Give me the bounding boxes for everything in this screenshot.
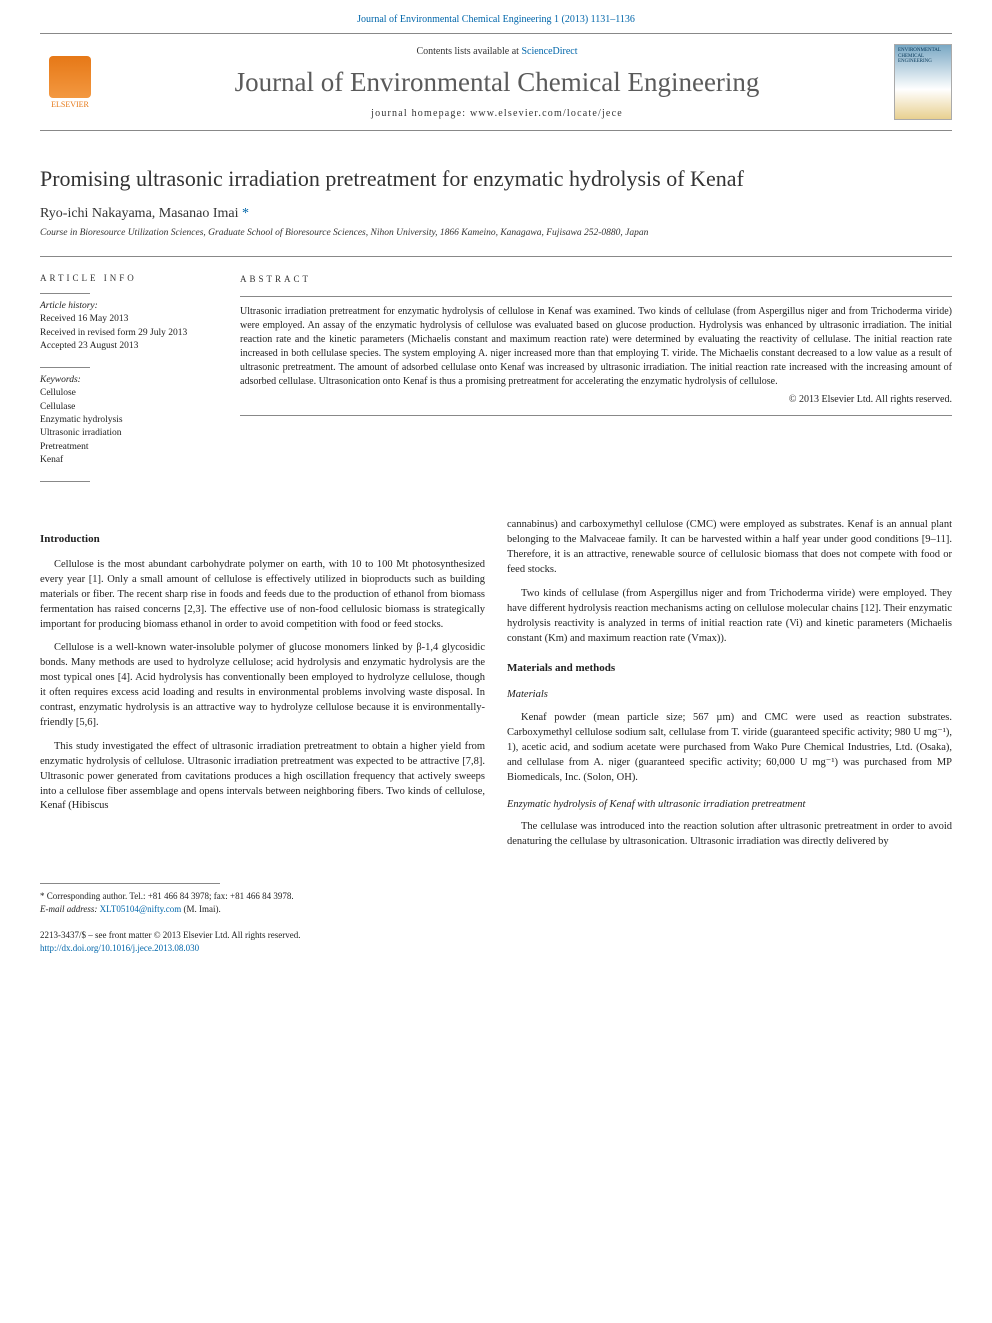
- keyword: Pretreatment: [40, 441, 222, 454]
- revised-date: Received in revised form 29 July 2013: [40, 328, 187, 338]
- body-paragraph: Cellulose is the most abundant carbohydr…: [40, 558, 485, 633]
- divider: [40, 481, 90, 482]
- materials-methods-heading: Materials and methods: [507, 661, 952, 677]
- bottom-matter: 2213-3437/$ – see front matter © 2013 El…: [40, 929, 952, 954]
- abstract-copyright: © 2013 Elsevier Ltd. All rights reserved…: [240, 393, 952, 407]
- intro-heading: Introduction: [40, 532, 485, 548]
- doi-link[interactable]: http://dx.doi.org/10.1016/j.jece.2013.08…: [40, 943, 199, 953]
- body-paragraph: The cellulase was introduced into the re…: [507, 820, 952, 850]
- corr-author-line: * Corresponding author. Tel.: +81 466 84…: [40, 891, 294, 901]
- keyword: Ultrasonic irradiation: [40, 427, 222, 440]
- authors: Ryo-ichi Nakayama, Masanao Imai *: [40, 206, 952, 222]
- homepage-prefix: journal homepage:: [371, 108, 470, 119]
- right-column: cannabinus) and carboxymethyl cellulose …: [507, 518, 952, 859]
- author-names: Ryo-ichi Nakayama, Masanao Imai: [40, 206, 238, 221]
- corr-email-link[interactable]: XLT05104@nifty.com: [100, 904, 182, 914]
- body-paragraph: Two kinds of cellulase (from Aspergillus…: [507, 587, 952, 647]
- elsevier-label: ELSEVIER: [51, 100, 89, 109]
- journal-homepage-line: journal homepage: www.elsevier.com/locat…: [100, 108, 894, 119]
- article-history: Article history: Received 16 May 2013 Re…: [40, 300, 222, 353]
- body-paragraph: cannabinus) and carboxymethyl cellulose …: [507, 518, 952, 578]
- email-label: E-mail address:: [40, 904, 97, 914]
- keyword: Enzymatic hydrolysis: [40, 414, 222, 427]
- left-column: Introduction Cellulose is the most abund…: [40, 518, 485, 859]
- contents-available-line: Contents lists available at ScienceDirec…: [100, 46, 894, 57]
- issn-copyright-line: 2213-3437/$ – see front matter © 2013 El…: [40, 930, 301, 940]
- info-abstract-row: ARTICLE INFO Article history: Received 1…: [40, 256, 952, 488]
- history-label: Article history:: [40, 301, 98, 311]
- keyword: Cellulose: [40, 387, 222, 400]
- keyword: Kenaf: [40, 454, 222, 467]
- homepage-url[interactable]: www.elsevier.com/locate/jece: [470, 108, 623, 119]
- sciencedirect-link[interactable]: ScienceDirect: [521, 46, 577, 57]
- divider: [240, 296, 952, 297]
- body-columns: Introduction Cellulose is the most abund…: [40, 518, 952, 859]
- enzymatic-subheading: Enzymatic hydrolysis of Kenaf with ultra…: [507, 798, 952, 813]
- article-info: ARTICLE INFO Article history: Received 1…: [40, 273, 240, 488]
- article-info-label: ARTICLE INFO: [40, 273, 222, 283]
- abstract-body: Ultrasonic irradiation pretreatment for …: [240, 305, 952, 389]
- body-paragraph: Cellulose is a well-known water-insolubl…: [40, 641, 485, 730]
- footnote-separator: [40, 883, 220, 884]
- journal-cover-thumb: ENVIRONMENTAL CHEMICAL ENGINEERING: [894, 44, 952, 120]
- top-citation: Journal of Environmental Chemical Engine…: [0, 0, 992, 33]
- article-title: Promising ultrasonic irradiation pretrea…: [40, 166, 952, 192]
- abstract: ABSTRACT Ultrasonic irradiation pretreat…: [240, 273, 952, 488]
- affiliation: Course in Bioresource Utilization Scienc…: [40, 228, 952, 238]
- body-paragraph: This study investigated the effect of ul…: [40, 740, 485, 815]
- received-date: Received 16 May 2013: [40, 314, 128, 324]
- corresponding-marker: *: [242, 206, 249, 221]
- elsevier-tree-icon: [49, 56, 91, 98]
- keywords-block: Keywords: Cellulose Cellulase Enzymatic …: [40, 374, 222, 467]
- journal-header: ELSEVIER Contents lists available at Sci…: [40, 33, 952, 131]
- corresponding-footnote: * Corresponding author. Tel.: +81 466 84…: [40, 890, 952, 915]
- header-center: Contents lists available at ScienceDirec…: [100, 46, 894, 119]
- keyword: Cellulase: [40, 401, 222, 414]
- divider: [40, 367, 90, 368]
- keywords-label: Keywords:: [40, 375, 81, 385]
- contents-prefix: Contents lists available at: [416, 46, 521, 57]
- accepted-date: Accepted 23 August 2013: [40, 341, 138, 351]
- materials-subheading: Materials: [507, 688, 952, 703]
- divider: [40, 293, 90, 294]
- abstract-label: ABSTRACT: [240, 273, 952, 286]
- divider: [240, 415, 952, 416]
- body-paragraph: Kenaf powder (mean particle size; 567 µm…: [507, 711, 952, 786]
- elsevier-logo: ELSEVIER: [40, 56, 100, 109]
- journal-title: Journal of Environmental Chemical Engine…: [100, 67, 894, 98]
- corr-email-name: (M. Imai).: [184, 904, 221, 914]
